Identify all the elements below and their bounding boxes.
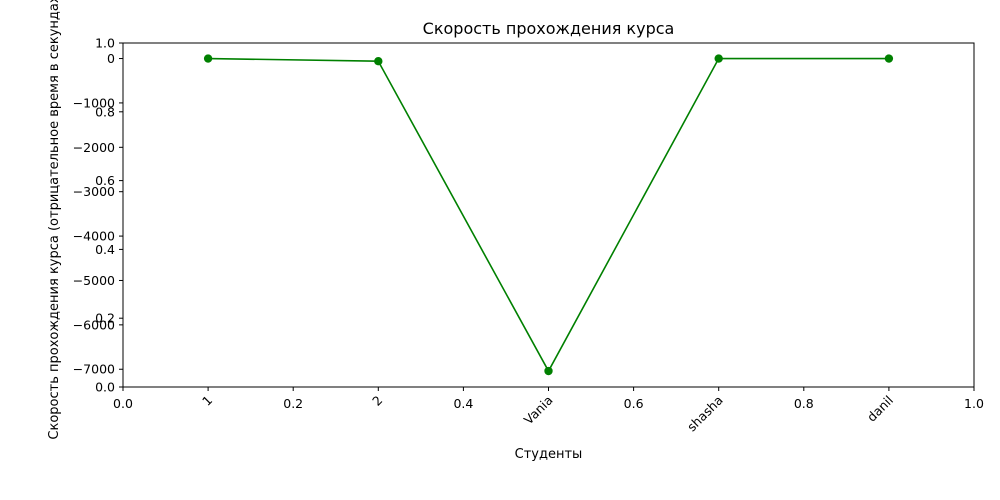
secondary-x-ticks: 0.0 0.2 0.4 0.6 0.8 1.0 [113,387,984,411]
x-axis-label: Студенты [515,447,583,462]
y-tick-label: −3000 [73,184,115,199]
secondary-y-tick-label: 0.8 [95,104,115,119]
y-axis-label: Скорость прохождения курса (отрицательно… [47,0,62,440]
secondary-y-tick-label: 0.6 [95,173,115,188]
y-tick-label: −7000 [73,362,115,377]
secondary-x-tick-label: 1.0 [964,396,984,411]
data-point [374,56,383,66]
data-point [884,54,894,63]
secondary-y-tick-label: 0.2 [95,311,115,326]
y-tick-label: −6000 [73,317,115,332]
plot-area [122,42,975,388]
x-ticks: 1 2 Vania shasha danil [199,387,896,434]
secondary-x-tick-label: 0.2 [283,396,303,411]
x-tick-label: 1 [199,393,215,409]
data-point [544,366,553,376]
y-tick-label: −4000 [73,229,115,244]
x-tick-label: 2 [369,393,385,409]
y-tick-label: −2000 [73,140,115,155]
y-tick-label: −5000 [73,273,115,288]
secondary-x-tick-label: 0.6 [624,396,644,411]
y-tick-label: 0 [107,51,115,66]
secondary-y-ticks: 0.0 0.2 0.4 0.6 0.8 1.0 [95,36,123,395]
x-tick-label: shasha [684,393,726,435]
chart-title: Скорость прохождения курса [423,19,675,38]
data-point [714,54,723,63]
y-ticks: 0 −1000 −2000 −3000 −4000 −5000 −6000 −7000 [73,51,123,377]
secondary-y-tick-label: 1.0 [95,36,115,51]
secondary-y-tick-label: 0.0 [95,380,115,395]
data-point [203,54,213,63]
secondary-x-tick-label: 0.0 [113,396,133,411]
series-group [203,54,894,376]
secondary-x-tick-label: 0.8 [794,396,814,411]
y-tick-label: −1000 [73,95,115,110]
x-tick-label: Vania [521,393,556,428]
secondary-x-tick-label: 0.4 [453,396,473,411]
x-tick-label: danil [864,393,896,425]
secondary-y-tick-label: 0.4 [95,242,115,257]
